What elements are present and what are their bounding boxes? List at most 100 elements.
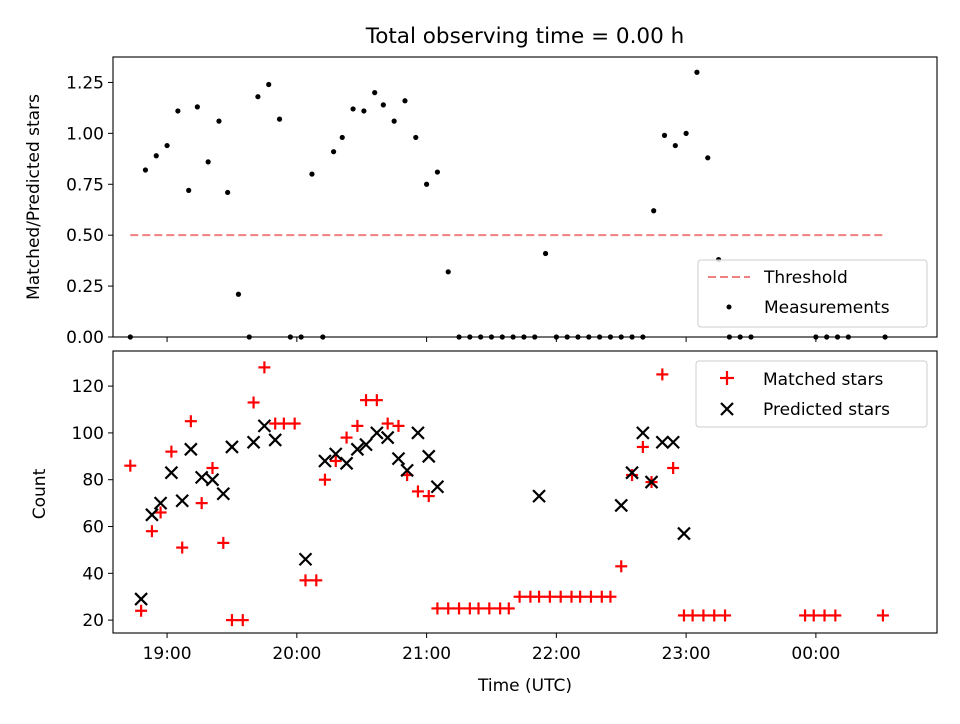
predicted-star-point	[625, 465, 639, 480]
measurement-point	[391, 118, 397, 124]
matched-star-point	[381, 417, 394, 430]
measurement-point	[372, 90, 378, 96]
bottom-x-axis: 19:00 20:00 21:00 22:00 23:00 00:00	[143, 633, 840, 664]
measurement-point	[339, 134, 345, 141]
matched-star-point	[829, 609, 842, 622]
measurement-point	[255, 94, 261, 100]
measurement-point	[683, 130, 689, 136]
matched-star-point	[422, 490, 435, 503]
predicted-star-point	[328, 447, 343, 461]
matched-star-point	[340, 431, 353, 444]
measurement-point	[651, 208, 657, 214]
top-legend-box	[697, 259, 928, 328]
predicted-star-point	[644, 475, 659, 489]
bottom-y-axis: 20 40 60 80 100 120	[72, 377, 113, 631]
measurement-point	[194, 104, 200, 110]
top-y-tick-label: 0.50	[66, 226, 104, 246]
bottom-x-tick-label: 22:00	[532, 644, 581, 664]
matched-star-point	[154, 506, 167, 519]
predicted-star-point	[134, 592, 148, 606]
bottom-x-tick-label: 21:00	[402, 644, 451, 664]
measurement-point	[153, 153, 159, 159]
predicted-star-point	[359, 437, 373, 452]
bottom-legend-box	[695, 360, 928, 428]
matched-star-point	[636, 440, 649, 453]
matched-star-point	[584, 590, 597, 603]
measurement-point	[361, 108, 367, 114]
predicted-star-point	[339, 456, 354, 471]
matched-star-point	[299, 574, 312, 587]
predicted-star-point	[421, 449, 436, 464]
top-y-tick-label: 1.00	[66, 124, 104, 144]
bottom-x-tick-label: 19:00	[143, 644, 192, 664]
predicted-star-point	[205, 472, 220, 487]
predicted-star-point	[532, 489, 546, 503]
matched-star-point	[574, 590, 587, 603]
predicted-star-point	[391, 451, 406, 466]
top-y-tick-label: 1.25	[66, 73, 104, 93]
matched-star-point	[876, 609, 889, 622]
predicted-star-point	[350, 442, 365, 457]
top-axes-frame	[112, 56, 938, 338]
predicted-star-point	[614, 498, 629, 513]
bottom-x-tick-label: 20:00	[272, 644, 321, 664]
matched-star-point	[543, 590, 556, 603]
bottom-y-axis-label: Count	[30, 468, 50, 519]
matched-star-point	[360, 394, 373, 407]
matched-star-point	[533, 590, 546, 603]
matched-star-point	[483, 602, 496, 615]
predicted-star-point	[225, 440, 239, 454]
matched-star-point	[329, 454, 342, 467]
matched-star-point	[145, 525, 158, 538]
bottom-legend: Matched stars Predicted stars	[695, 360, 928, 428]
matched-star-point	[513, 590, 526, 603]
predicted-star-point	[145, 508, 159, 522]
matched-star-point	[667, 462, 680, 475]
measurement-point	[380, 102, 386, 108]
bottom-x-tick-label: 00:00	[791, 644, 840, 664]
matched-star-point	[310, 574, 323, 587]
predicted-star-point	[268, 433, 282, 447]
top-plot-panel: 0.00 0.25 0.50 0.75 1.00 1.25 Matched/Predict…	[24, 56, 938, 348]
predicted-star-point	[380, 430, 395, 445]
matched-star-point	[258, 361, 271, 374]
measurement-point	[186, 187, 192, 193]
legend-matched-swatch	[720, 371, 734, 385]
matched-star-point	[554, 590, 567, 603]
matched-star-point	[502, 602, 515, 615]
matched-star-point	[626, 469, 639, 482]
measurement-point	[205, 159, 211, 165]
matched-star-point	[225, 614, 238, 627]
legend-matched-label: Matched stars	[763, 370, 883, 390]
measurement-point	[142, 167, 149, 173]
legend-predicted-swatch	[720, 402, 734, 416]
top-y-tick-label: 0.25	[66, 277, 104, 297]
predicted-star-point	[655, 435, 670, 450]
bottom-y-tick-label: 80	[82, 471, 104, 491]
matched-star-point	[247, 396, 260, 409]
predicted-star-point	[216, 486, 231, 501]
matched-star-point	[807, 609, 820, 622]
figure-title: Total observing time = 0.00 h	[365, 24, 685, 49]
matched-star-point	[318, 473, 331, 486]
top-y-tick-label: 0.00	[66, 328, 104, 348]
matched-star-point	[176, 541, 189, 554]
measurement-point	[216, 118, 222, 124]
bottom-plot-panel: 20 40 60 80 100 120 19:00 20:00 21:00 22:00 23:00…	[30, 350, 938, 696]
matched-star-point	[818, 609, 831, 622]
top-legend: Threshold Measurements	[697, 259, 928, 328]
matched-star-point	[135, 604, 148, 617]
predicted-star-point	[194, 470, 209, 485]
matched-star-point	[442, 602, 455, 615]
legend-predicted-label: Predicted stars	[763, 400, 890, 420]
matched-star-point	[217, 536, 230, 549]
matched-star-point	[370, 394, 383, 407]
predicted-star-point	[298, 552, 313, 567]
predicted-star-point	[175, 493, 189, 508]
predicted-star-point	[370, 426, 384, 440]
bottom-x-axis-label: Time (UTC)	[477, 676, 572, 696]
matched-star-point	[411, 485, 424, 498]
legend-measurements-swatch	[726, 304, 732, 310]
predicted-star-point	[184, 442, 198, 457]
